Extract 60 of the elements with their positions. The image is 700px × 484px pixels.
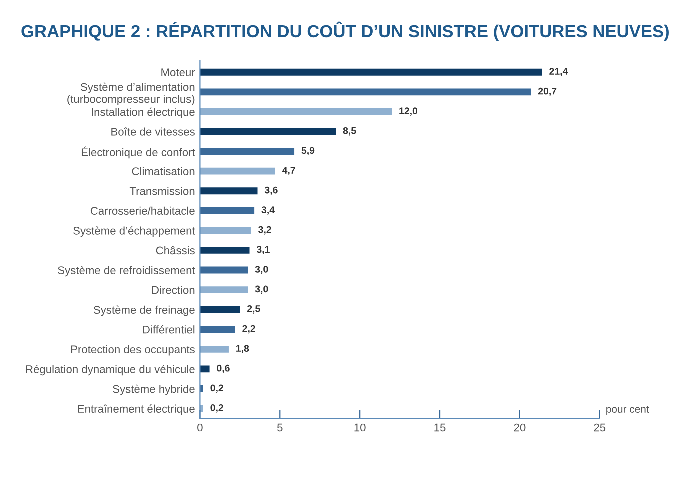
chart-title: GRAPHIQUE 2 : RÉPARTITION DU COÛT D’UN SINISTRE (VOITURES NEUVES) xyxy=(22,22,669,42)
bar xyxy=(200,326,236,334)
x-tick-label: 10 xyxy=(354,424,366,432)
bar xyxy=(200,168,276,175)
bar xyxy=(200,148,295,155)
y-tick-label: Climatisation xyxy=(132,167,195,176)
y-tick-label: Système hybride xyxy=(113,384,195,396)
x-tick-label: 0 xyxy=(198,424,203,432)
y-tick-label: Système de refroidissement xyxy=(58,266,196,277)
y-tick-label: Châssis xyxy=(156,246,195,255)
bar xyxy=(200,188,258,195)
data-label: 3,6 xyxy=(264,186,278,196)
x-axis-title: pour cent xyxy=(606,406,650,416)
y-tick-label: Régulation dynamique du véhicule xyxy=(26,365,195,376)
data-label: 3,1 xyxy=(256,246,270,254)
bar xyxy=(200,266,248,274)
y-tick-label: Protection des occupants xyxy=(71,345,195,356)
bar xyxy=(200,227,252,234)
y-tick-label: Entraînement électrique xyxy=(78,404,195,416)
y-tick-label: Électronique de confort xyxy=(82,146,196,159)
data-label: 3,2 xyxy=(258,226,272,235)
y-tick-label: Système de freinage xyxy=(94,306,195,316)
data-label: 20,7 xyxy=(538,88,557,96)
data-label: 2,5 xyxy=(247,306,260,314)
data-label: 3,0 xyxy=(255,286,268,294)
x-tick-label: 20 xyxy=(514,424,526,432)
data-label: 5,9 xyxy=(302,147,315,156)
data-label: 8,5 xyxy=(343,127,356,136)
y-tick-label: Moteur xyxy=(162,68,196,77)
bar xyxy=(200,286,248,294)
y-tick-label: Installation électrique xyxy=(92,108,195,118)
x-tick-label: 5 xyxy=(277,424,283,432)
bar xyxy=(200,346,229,353)
bar xyxy=(200,247,250,254)
y-tick-label: Différentiel xyxy=(143,325,195,334)
bar xyxy=(200,108,392,116)
y-tick-label: Carrosserie/habitacle xyxy=(90,206,195,216)
y-tick-label: Direction xyxy=(152,286,195,294)
data-label: 0,6 xyxy=(217,364,230,374)
bar xyxy=(200,88,532,96)
data-label: 0,2 xyxy=(210,404,224,413)
bar xyxy=(200,128,336,136)
y-tick-label: Système d’alimentation (turbocompresseur inclus) xyxy=(68,82,195,106)
bar xyxy=(200,207,255,214)
data-label: 21,4 xyxy=(550,68,568,76)
y-tick-label: Système d’échappement xyxy=(74,226,196,238)
y-tick-label: Boîte de vitesses xyxy=(112,128,195,136)
data-label: 0,2 xyxy=(210,384,224,393)
data-label: 3,4 xyxy=(262,206,275,215)
data-label: 1,8 xyxy=(236,345,250,354)
data-label: 12,0 xyxy=(400,108,418,116)
y-tick-label: Transmission xyxy=(130,187,195,196)
bar xyxy=(200,306,240,314)
data-label: 3,0 xyxy=(255,266,268,274)
x-tick-label: 25 xyxy=(594,424,606,432)
bar xyxy=(200,366,210,373)
data-label: 2,2 xyxy=(242,325,256,334)
x-tick-label: 15 xyxy=(434,424,446,432)
bar xyxy=(200,68,542,76)
data-label: 4,7 xyxy=(282,167,296,176)
